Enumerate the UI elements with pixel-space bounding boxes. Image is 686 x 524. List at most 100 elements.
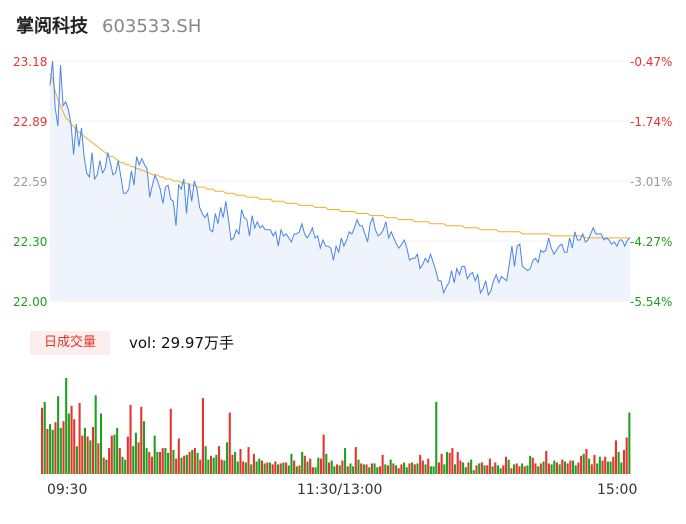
volume-bar [470, 459, 473, 474]
volume-bar [480, 462, 483, 474]
volume-bar [510, 468, 513, 474]
volume-bar [306, 461, 309, 474]
volume-bar [311, 467, 314, 474]
volume-bar [132, 446, 135, 474]
x-tick-close: 15:00 [597, 482, 638, 498]
volume-bar [51, 429, 54, 474]
volume-bar [566, 463, 569, 474]
volume-bar [491, 466, 494, 474]
volume-bar [531, 457, 534, 474]
pct-tick-0: -0.47% [630, 55, 673, 69]
volume-bar [448, 452, 451, 474]
volume-bar [408, 463, 411, 474]
volume-bar [164, 448, 167, 474]
volume-bar [234, 451, 237, 474]
volume-bar [494, 462, 497, 474]
price-tick-0: 23.18 [13, 55, 48, 69]
volume-bar [110, 435, 113, 474]
avg-price-line [49, 73, 630, 239]
volume-bar [199, 459, 202, 474]
stock-code: 603533.SH [102, 16, 202, 37]
volume-bar [191, 450, 194, 474]
price-tick-4: 22.00 [13, 295, 48, 309]
volume-bar [596, 463, 599, 474]
pct-tick-2: -3.01% [630, 175, 673, 189]
volume-bar [239, 449, 242, 474]
volume-bar [580, 455, 583, 474]
volume-bar [368, 467, 371, 474]
volume-bar [244, 462, 247, 474]
price-area-fill [50, 61, 630, 301]
volume-bar [46, 428, 49, 474]
volume-bar [215, 454, 218, 474]
volume-bar [526, 465, 529, 474]
volume-bar [464, 467, 467, 474]
volume-bar [534, 463, 537, 474]
volume-bar [126, 436, 129, 474]
volume-bar [622, 450, 626, 474]
volume-bar [411, 462, 414, 474]
volume-bar [341, 460, 344, 474]
stock-header: 掌阅科技 603533.SH [16, 12, 201, 42]
volume-bar [100, 413, 103, 474]
volume-bar [183, 455, 186, 474]
volume-bar [572, 460, 575, 474]
volume-bar [325, 453, 328, 474]
volume-bar [295, 466, 298, 474]
volume-bar [561, 459, 564, 474]
volume-badge: 日成交量 [30, 331, 110, 355]
volume-bar [574, 465, 577, 474]
volume-bar [247, 447, 250, 474]
volume-bar [91, 426, 95, 474]
volume-bar [113, 434, 116, 474]
volume-bar [606, 461, 609, 474]
volume-bar [105, 459, 108, 474]
volume-bar [413, 464, 416, 474]
price-tick-3: 22.30 [13, 235, 48, 249]
volume-bar [569, 460, 572, 474]
volume-bar [459, 460, 462, 474]
volume-bar [317, 457, 320, 474]
volume-bar [403, 462, 406, 474]
volume-bar [65, 378, 68, 474]
volume-bar [518, 466, 521, 474]
volume-bar [75, 446, 78, 474]
volume-bar [129, 404, 132, 474]
volume-bar [207, 459, 210, 474]
volume-bar [185, 454, 188, 474]
volume-bar [226, 442, 229, 474]
volume-bar [588, 458, 591, 474]
volume-bar [454, 464, 457, 474]
volume-bar [97, 443, 100, 474]
volume-bar [196, 452, 199, 474]
volume-bar [116, 427, 119, 474]
volume-bar [537, 466, 540, 474]
volume-bar [421, 460, 424, 474]
volume-bar [354, 447, 357, 474]
volume-bar [563, 461, 567, 474]
volume-bar [555, 462, 558, 474]
volume-bar [609, 461, 612, 474]
volume-bar [285, 462, 288, 474]
volume-bar [475, 465, 478, 474]
volume-bar [255, 461, 258, 474]
volume-bar [175, 458, 178, 474]
volume-bar [585, 449, 588, 474]
volume-bar [333, 466, 336, 474]
volume-bar [378, 466, 381, 474]
volume-bar [73, 419, 76, 474]
volume-bar [395, 465, 398, 474]
volume-bar [277, 464, 280, 474]
volume-bar [271, 464, 274, 474]
volume-bar [153, 435, 156, 474]
volume-bar [172, 450, 175, 474]
volume-bar [102, 457, 105, 474]
volume-bar [443, 464, 446, 474]
volume-bar [577, 462, 580, 474]
volume-bar [373, 463, 376, 474]
volume-bar [89, 440, 92, 474]
volume-bar [617, 451, 620, 474]
volume-bar [54, 422, 57, 474]
volume-bar [550, 464, 553, 474]
